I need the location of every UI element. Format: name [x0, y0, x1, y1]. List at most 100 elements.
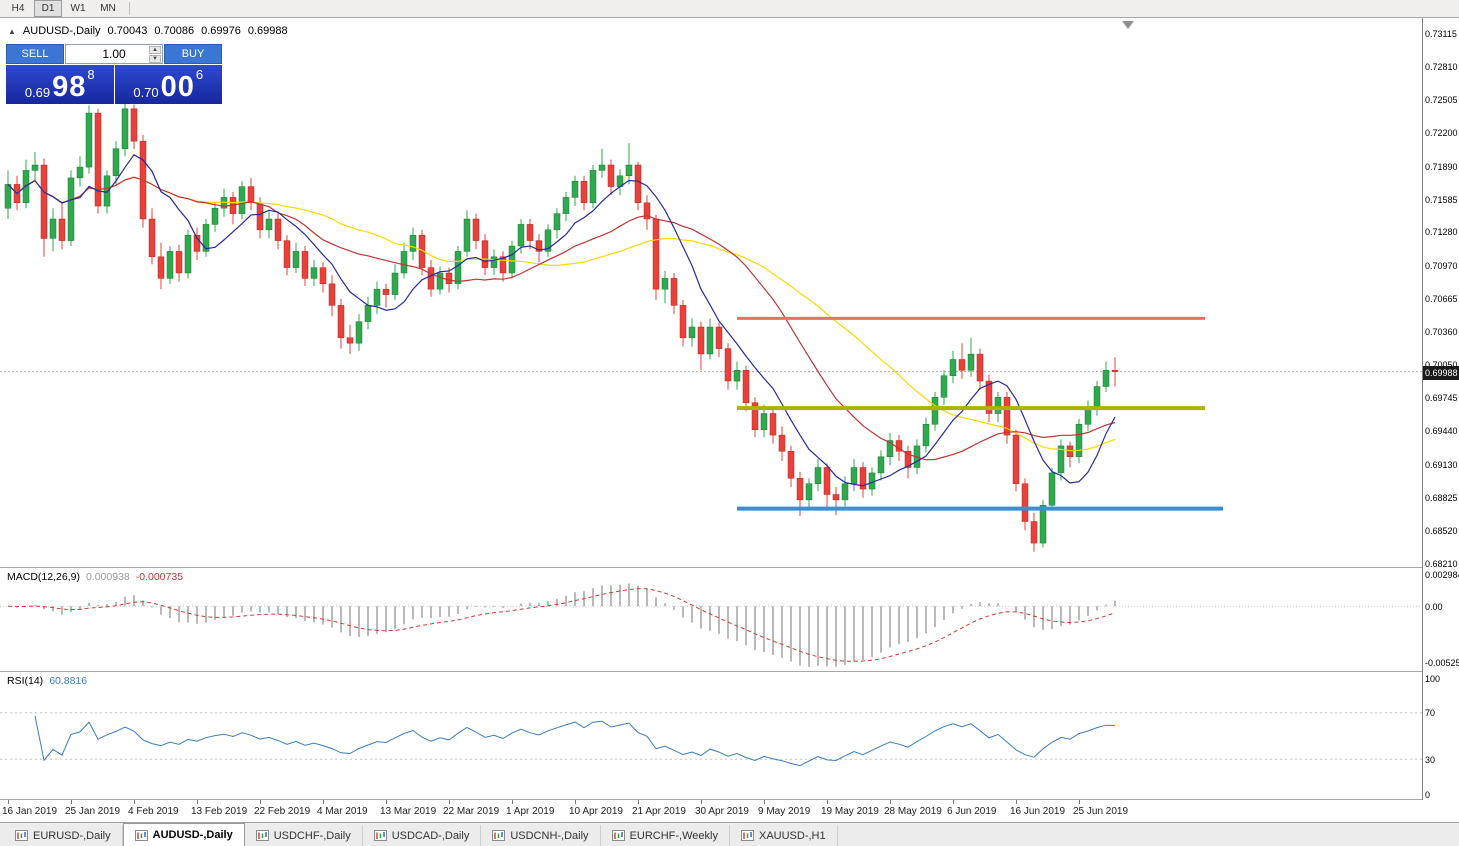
date-label: 4 Feb 2019 — [128, 806, 179, 817]
date-tick — [890, 800, 891, 804]
sell-price-prefix: 0.69 — [24, 85, 51, 100]
date-label: 4 Mar 2019 — [317, 806, 368, 817]
collapse-panel-icon[interactable]: ▲ — [8, 26, 16, 36]
timeframe-toolbar: H4 D1 W1 MN — [0, 0, 1459, 18]
ohlc-close: 0.69988 — [247, 25, 288, 37]
pane-separator[interactable] — [0, 567, 1459, 568]
date-label: 13 Feb 2019 — [191, 806, 248, 817]
volume-up-icon[interactable]: ▲ — [149, 45, 161, 54]
tab-chart-icon — [740, 830, 754, 841]
tab-chart-icon — [134, 829, 148, 841]
chart-tab-eurusd-daily[interactable]: EURUSD-,Daily — [4, 825, 123, 846]
sell-button[interactable]: SELL — [6, 44, 64, 64]
date-tick — [512, 800, 513, 804]
toolbar-separator — [129, 2, 130, 15]
date-label: 25 Jun 2019 — [1073, 806, 1129, 817]
date-label: 21 Apr 2019 — [632, 806, 686, 817]
date-tick — [575, 800, 576, 804]
date-tick — [827, 800, 828, 804]
date-tick — [134, 800, 135, 804]
buy-price-pip: 6 — [195, 67, 204, 82]
tab-label: USDCAD-,Daily — [391, 829, 470, 842]
tab-chart-icon — [255, 830, 269, 841]
buy-price-display[interactable]: 0.70 00 6 — [114, 65, 222, 104]
sell-price-pip: 8 — [87, 67, 95, 82]
tab-label: EURCHF-,Weekly — [629, 829, 718, 842]
date-label: 22 Mar 2019 — [443, 806, 500, 817]
chart-shift-marker[interactable] — [1122, 21, 1134, 29]
date-tick — [323, 800, 324, 804]
chart-tab-usdcnh-daily[interactable]: USDCNH-,Daily — [481, 825, 601, 846]
rsi-tick-label: 30 — [1425, 754, 1436, 765]
macd-tick-label: 0.00 — [1425, 601, 1443, 612]
date-tick — [260, 800, 261, 804]
timeframe-button-mn[interactable]: MN — [100, 3, 116, 14]
timeframe-button-w1[interactable]: W1 — [70, 3, 86, 14]
price-tick-label: 0.70970 — [1425, 260, 1458, 271]
date-label: 10 Apr 2019 — [569, 806, 623, 817]
macd-value: 0.000938 — [85, 571, 130, 583]
rsi-tick-label: 70 — [1425, 708, 1436, 719]
price-tick-label: 0.69130 — [1425, 459, 1458, 470]
chart-tabs: EURUSD-,Daily AUDUSD-,Daily USDCHF-,Daily U… — [0, 822, 1459, 846]
price-tick-label: 0.72200 — [1425, 128, 1458, 138]
date-tick — [386, 800, 387, 804]
tab-chart-icon — [15, 830, 28, 841]
chart-tab-usdchf-daily[interactable]: USDCHF-,Daily — [245, 825, 363, 846]
chart-tab-eurchf-weekly[interactable]: EURCHF-,Weekly — [601, 825, 730, 846]
timeframe-button-d1[interactable]: D1 — [34, 0, 62, 17]
date-label: 16 Jan 2019 — [2, 806, 58, 817]
rsi-line — [34, 715, 1116, 767]
date-axis[interactable]: 16 Jan 2019 25 Jan 2019 4 Feb 2019 13 Feb 2… — [0, 800, 1422, 822]
price-tick-label: 0.70050 — [1425, 360, 1458, 370]
price-tick-label: 0.68825 — [1425, 492, 1458, 503]
tab-chart-icon — [373, 830, 387, 841]
date-tick — [701, 800, 702, 804]
chart-tab-xauusd-h1[interactable]: XAUUSD-,H1 — [730, 825, 838, 846]
buy-price-prefix: 0.70 — [133, 85, 159, 100]
sell-price-big: 98 — [52, 71, 87, 103]
one-click-trading-panel: SELL 1.00 ▲ ▼ BUY 0.69 98 8 0.70 00 6 — [6, 44, 222, 104]
pane-separator — [0, 799, 1459, 800]
price-axis[interactable]: 0.73115 0.72810 0.72505 0.72200 0.71890 0.715… — [1422, 18, 1459, 800]
macd-indicator-label: MACD(12,26,9) — [7, 571, 80, 583]
date-label: 22 Feb 2019 — [254, 806, 311, 817]
rsi-tick-label: 0 — [1425, 789, 1431, 800]
chart-tab-audusd-daily[interactable]: AUDUSD-,Daily — [122, 823, 245, 846]
macd-signal-value: -0.000735 — [135, 571, 184, 583]
tab-label: EURUSD-,Daily — [33, 829, 111, 842]
rsi-pane-canvas[interactable] — [0, 672, 1422, 800]
date-label: 28 May 2019 — [884, 806, 942, 817]
tab-chart-icon — [492, 830, 506, 841]
candles — [4, 102, 1119, 552]
macd-signal-line — [7, 588, 1116, 662]
sell-price-display[interactable]: 0.69 98 8 — [6, 65, 114, 104]
price-tick-label: 0.71890 — [1425, 161, 1458, 172]
macd-pane-canvas[interactable] — [0, 568, 1422, 672]
buy-price-big: 00 — [160, 71, 195, 103]
chart-tab-usdcad-daily[interactable]: USDCAD-,Daily — [363, 825, 482, 846]
date-tick — [197, 800, 198, 804]
buy-button[interactable]: BUY — [164, 44, 222, 64]
date-label: 16 Jun 2019 — [1010, 806, 1066, 817]
macd-label-row: MACD(12,26,9) 0.000938 -0.000735 — [7, 571, 183, 583]
ma-21-line — [7, 176, 1116, 461]
volume-field[interactable]: 1.00 ▲ ▼ — [65, 44, 163, 64]
pane-separator[interactable] — [0, 671, 1459, 672]
date-tick — [764, 800, 765, 804]
date-tick — [8, 800, 9, 804]
timeframe-button-h4[interactable]: H4 — [11, 3, 25, 14]
volume-value[interactable]: 1.00 — [102, 47, 126, 61]
tab-chart-icon — [611, 830, 625, 841]
volume-spinner: ▲ ▼ — [149, 45, 161, 63]
price-tick-label: 0.68520 — [1425, 525, 1458, 536]
chart-title-row: ▲ AUDUSD-,Daily 0.70043 0.70086 0.69976 … — [8, 25, 288, 37]
main-chart-canvas[interactable] — [0, 18, 1422, 568]
date-tick — [1079, 800, 1080, 804]
date-label: 1 Apr 2019 — [506, 806, 555, 817]
date-label: 13 Mar 2019 — [380, 806, 437, 817]
volume-down-icon[interactable]: ▼ — [149, 54, 161, 63]
tab-label: AUDUSD-,Daily — [152, 829, 233, 841]
price-tick-label: 0.70360 — [1425, 326, 1458, 337]
price-tick-label: 0.72505 — [1425, 95, 1458, 106]
